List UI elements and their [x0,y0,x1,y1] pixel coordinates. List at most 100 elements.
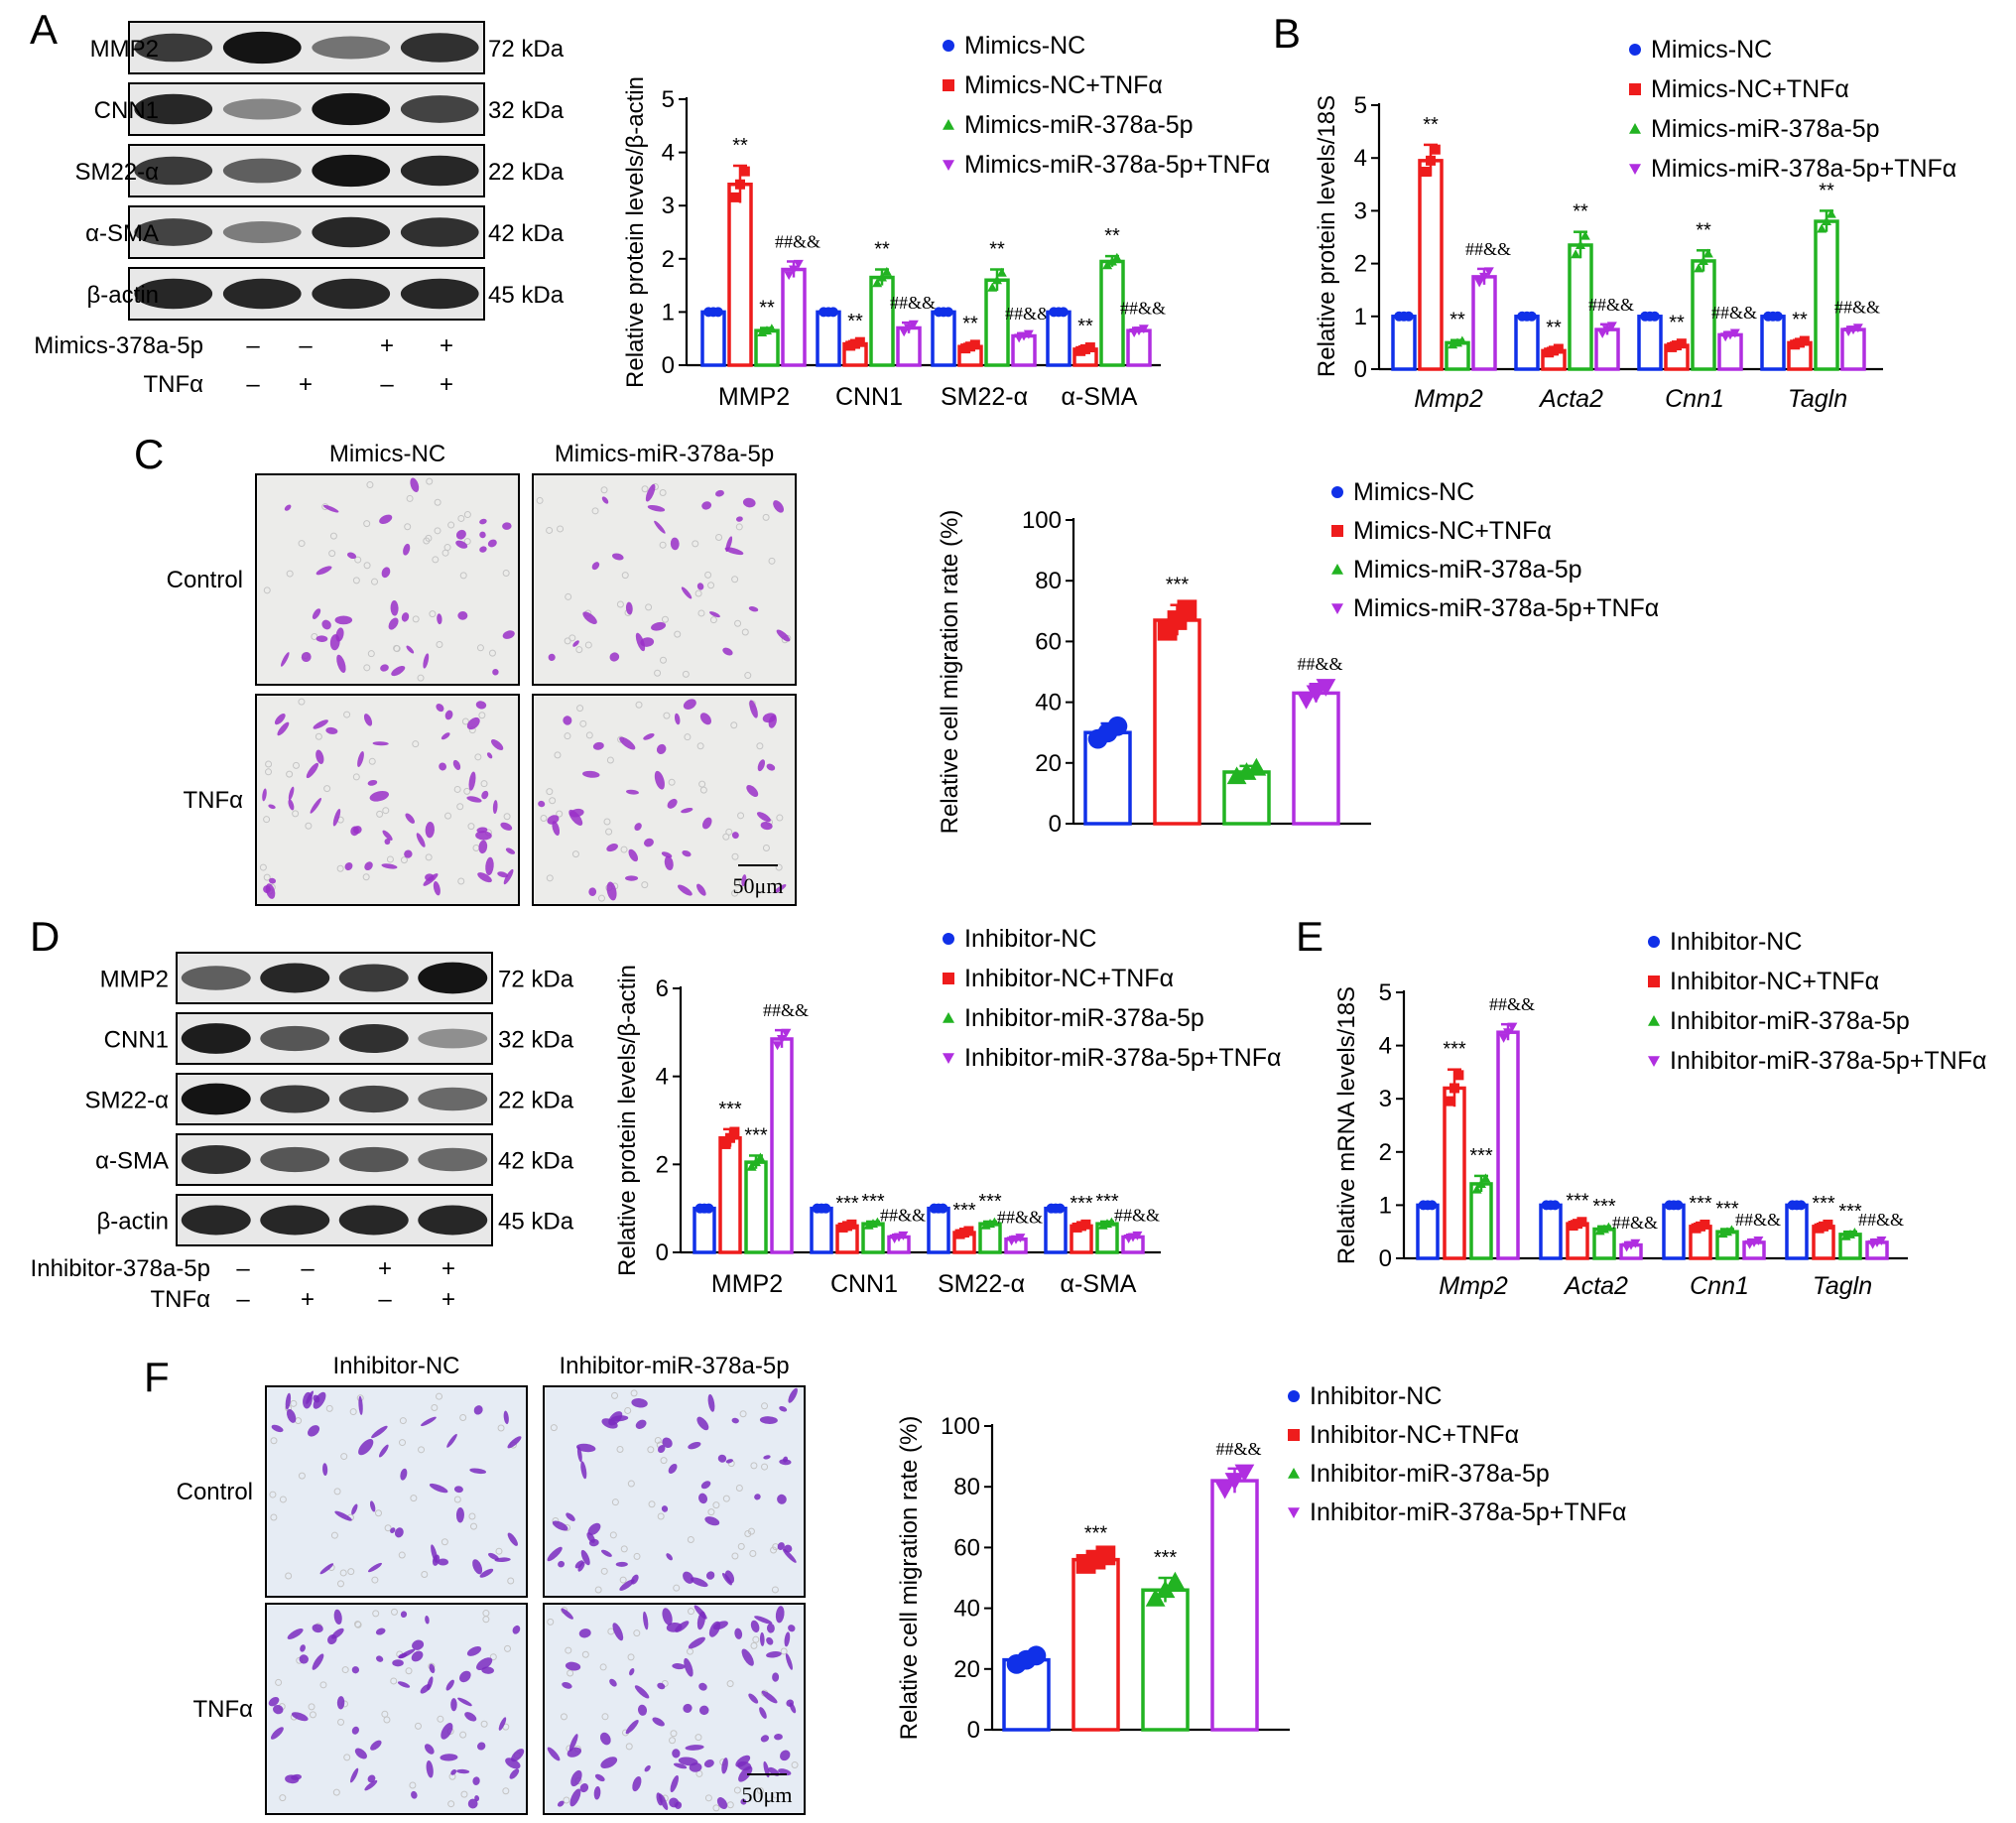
significance-mark: ##&& [1297,654,1342,674]
legend-label: Mimics-miR-378a-5p+TNFα [1353,594,1659,622]
y-tick-label: 1 [662,299,675,326]
data-point [1165,1571,1186,1590]
panel-letter-c: C [134,431,164,477]
migrated-cell [472,1776,480,1785]
migrated-cell [548,653,556,661]
migrated-cell [312,608,321,619]
migrated-cell [593,1786,601,1800]
migrated-cell [441,732,450,740]
blot-condition-sign: + [441,1286,455,1313]
legend-marker-inverted-triangle [943,1053,954,1064]
membrane-pore [444,812,452,820]
bar [869,275,895,367]
blot-protein-label: MMP2 [90,36,159,63]
y-tick-label: 0 [967,1717,980,1744]
bar [1153,618,1201,826]
y-tick-label: 40 [953,1596,980,1623]
data-point [827,307,838,318]
membrane-pore [405,1667,413,1675]
membrane-pore [540,814,548,822]
legend-label: Inhibitor-miR-378a-5p [1310,1460,1550,1488]
migrated-cell [748,606,759,612]
blot-condition-sign: – [246,332,260,359]
membrane-pore [371,578,379,586]
migrated-cell [634,823,642,832]
data-point [1107,256,1117,266]
migrated-cell [698,1705,709,1716]
migrated-cell [394,1527,404,1538]
migrated-cell [371,1425,388,1439]
bar [1044,1206,1068,1254]
panel-letter-d: D [30,913,60,960]
membrane-pore [712,1501,720,1509]
membrane-pore [279,1794,287,1802]
migrated-cell [475,831,492,841]
membrane-pore [619,1576,627,1584]
membrane-pore [480,780,488,788]
membrane-pore [336,864,344,872]
blot-band [260,1025,330,1052]
migrated-cell [406,645,415,654]
membrane-pore [731,576,739,584]
migrated-cell [779,1406,788,1412]
migrated-cell [601,496,609,504]
migrated-cell [574,1560,584,1569]
bar [1418,159,1444,371]
migrated-cell [577,1561,585,1572]
legend-label: Inhibitor-NC+TNFα [1310,1421,1519,1449]
data-point [1673,1200,1684,1211]
membrane-pore [684,733,692,741]
membrane-pore [647,1446,655,1454]
blot-kda-label: 22 kDa [498,1088,574,1114]
migrated-cell [688,1441,701,1450]
data-point [1155,1580,1176,1599]
y-tick-label: 3 [662,193,675,219]
membrane-pore [412,740,420,748]
data-point [1111,252,1122,262]
blot-band [222,278,302,310]
data-point [1084,342,1095,353]
migrated-cell [423,653,430,669]
bar [1785,1203,1809,1260]
membrane-pore [568,634,576,642]
membrane-pore [425,853,433,861]
significance-mark: *** [1469,1145,1493,1167]
micrograph-column-label: Mimics-miR-378a-5p [555,441,774,467]
membrane-pore [669,1737,677,1745]
bar [1594,327,1620,371]
y-tick-label: 2 [1354,251,1367,278]
membrane-pore [609,1531,617,1539]
migrated-cell [391,665,406,677]
membrane-pore [762,845,770,852]
bar [1840,327,1866,371]
migrated-cell [683,699,696,710]
migrated-cell [512,1625,521,1634]
membrane-pore [286,770,294,778]
membrane-pore [347,1568,355,1576]
data-point [987,282,998,292]
membrane-pore [698,780,706,788]
membrane-pore [733,1786,741,1794]
migrated-cell [503,868,514,885]
data-point [1602,326,1612,335]
chart-a-chart: 0 1 2 3 4 5 Relative protein levels/β-actin MMP… [622,32,1270,411]
migrated-cell [358,1395,363,1415]
migrated-cell [625,601,633,615]
blot-condition-sign: + [301,1286,315,1313]
membrane-pore [536,496,544,504]
migrated-cell [731,1417,739,1424]
membrane-pore [328,550,336,558]
data-point [725,1132,735,1143]
y-tick-label: 3 [1379,1086,1392,1112]
membrane-pore [565,1646,572,1654]
migrated-cell [364,1779,378,1791]
y-tick-label: 0 [662,352,675,379]
membrane-pore [480,1720,488,1728]
data-point [1055,1203,1066,1214]
membrane-pore [366,481,374,489]
micrograph-image [265,1385,528,1598]
membrane-pore [417,674,425,682]
bar [927,1206,950,1254]
migrated-cell [678,1757,698,1766]
data-point [1479,272,1489,282]
